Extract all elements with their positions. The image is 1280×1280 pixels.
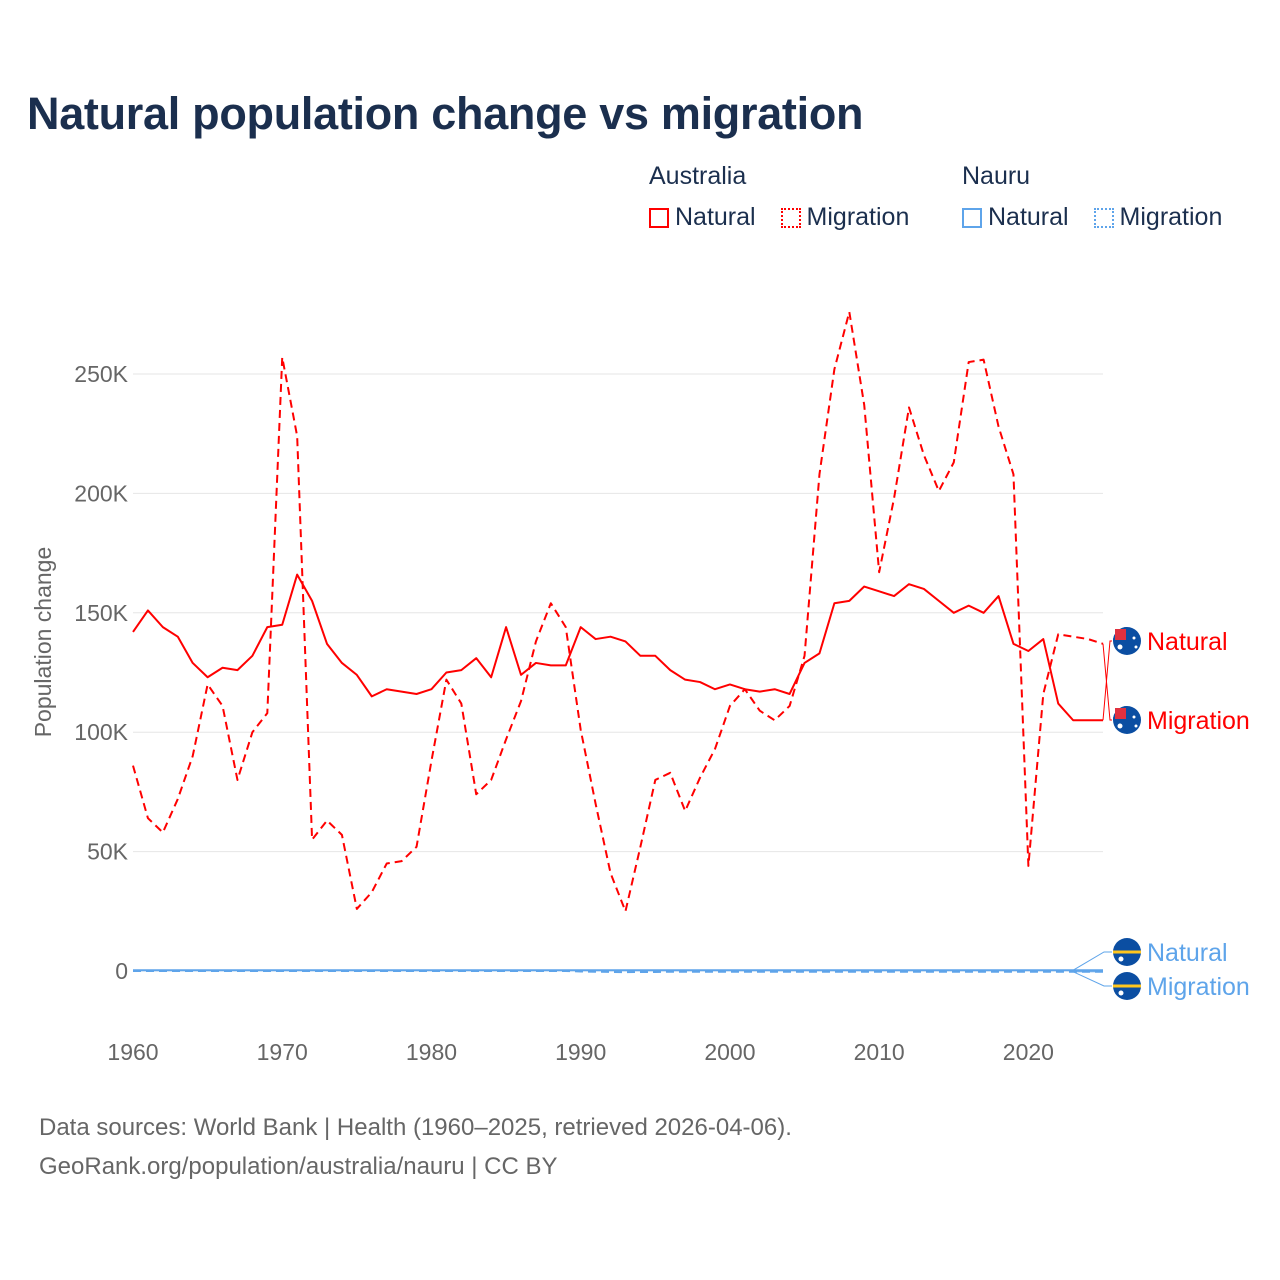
legend-label: Migration xyxy=(1119,203,1223,231)
series-end-label: Migration xyxy=(1147,707,1250,735)
series-line-australia-migration xyxy=(132,310,1104,913)
flag-union xyxy=(1115,629,1126,640)
legend-group-title: Nauru xyxy=(962,162,1031,190)
nauru-flag-icon xyxy=(1113,972,1141,1000)
australia-flag-icon xyxy=(1113,627,1141,655)
x-tick-label: 2000 xyxy=(704,1039,755,1065)
legend-item-australia-natural[interactable]: Natural xyxy=(649,203,756,232)
australia-flag-icon xyxy=(1113,706,1141,734)
nauru-flag-icon xyxy=(1113,938,1141,966)
label-connector xyxy=(1072,971,1112,987)
x-tick-label: 1980 xyxy=(406,1039,457,1065)
legend-group-australia: Australia Natural Migration xyxy=(649,162,927,235)
y-tick-label: 100K xyxy=(74,719,128,745)
x-tick-label: 1970 xyxy=(257,1039,308,1065)
legend-swatch-dotted xyxy=(780,207,801,228)
x-tick-label: 2020 xyxy=(1003,1039,1054,1065)
flag-union xyxy=(1115,708,1126,719)
series-end-label: Natural xyxy=(1147,939,1228,967)
legend-item-nauru-migration[interactable]: Migration xyxy=(1093,203,1223,232)
flag-star xyxy=(1118,990,1124,996)
flag-star xyxy=(1117,723,1123,729)
series-end-label: Migration xyxy=(1147,973,1250,1001)
y-axis-label: Population change xyxy=(30,547,56,738)
x-tick-label: 2010 xyxy=(854,1039,905,1065)
flag-star xyxy=(1117,644,1123,650)
legend-swatch-solid xyxy=(649,207,669,228)
legend-item-nauru-natural[interactable]: Natural xyxy=(962,203,1069,232)
series-line-nauru-migration xyxy=(133,970,1103,974)
flag-star xyxy=(1134,724,1138,728)
flag-star xyxy=(1134,645,1138,649)
flag-stripe xyxy=(1113,950,1141,954)
chart-title: Natural population change vs migration xyxy=(27,88,864,139)
flag-star xyxy=(1118,956,1124,962)
x-tick-label: 1960 xyxy=(107,1039,158,1065)
legend-label: Migration xyxy=(806,203,910,231)
y-tick-label: 250K xyxy=(74,361,128,387)
source-line-2[interactable]: GeoRank.org/population/australia/nauru |… xyxy=(39,1153,558,1180)
legend-label: Natural xyxy=(675,203,756,231)
legend-label: Natural xyxy=(988,203,1069,231)
y-tick-label: 150K xyxy=(74,600,128,626)
y-tick-label: 0 xyxy=(115,958,128,984)
source-note: Data sources: World Bank | Health (1960–… xyxy=(39,1108,792,1186)
legend-swatch-dotted xyxy=(1093,207,1114,228)
x-tick-label: 1990 xyxy=(555,1039,606,1065)
legend-item-australia-migration[interactable]: Migration xyxy=(780,203,910,232)
label-connector xyxy=(1102,640,1112,721)
source-line-1: Data sources: World Bank | Health (1960–… xyxy=(39,1114,792,1141)
flag-stripe xyxy=(1113,984,1141,988)
legend-group-title: Australia xyxy=(649,162,747,190)
y-tick-label: 50K xyxy=(87,839,129,865)
label-connector xyxy=(1071,951,1112,971)
flag-star xyxy=(1132,715,1136,719)
y-tick-label: 200K xyxy=(74,480,128,506)
legend-group-nauru: Nauru Natural Migration xyxy=(962,162,1240,235)
series-end-label: Natural xyxy=(1147,628,1228,656)
label-connector xyxy=(1102,643,1112,721)
legend-swatch-solid xyxy=(962,207,982,228)
flag-star xyxy=(1132,636,1136,640)
series-line-australia-natural xyxy=(132,573,1103,722)
